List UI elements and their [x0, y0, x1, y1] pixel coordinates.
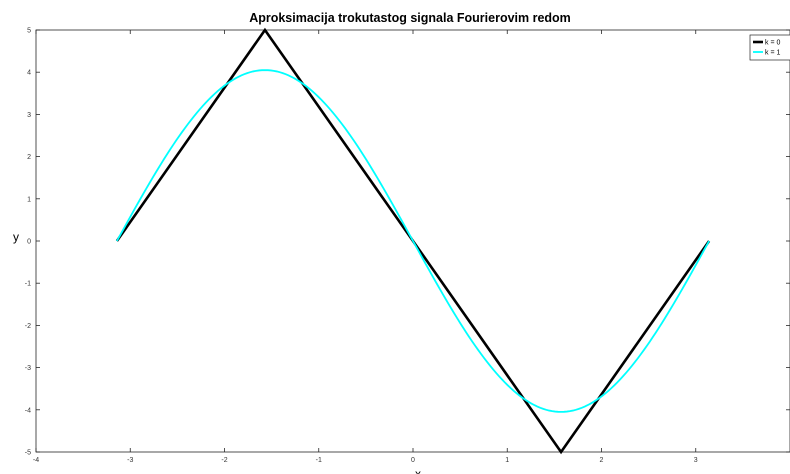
y-tick-label: 1	[27, 196, 31, 203]
legend-entry: k = 0	[765, 40, 780, 47]
legend-box	[749, 34, 790, 61]
x-tick-label: -2	[221, 457, 227, 464]
x-tick-label: 0	[411, 457, 415, 464]
y-tick-label: -4	[25, 407, 31, 414]
y-tick-label: 3	[27, 112, 31, 119]
x-tick-label: 2	[600, 457, 604, 464]
y-tick-label: -1	[25, 281, 31, 288]
y-tick-label: -5	[25, 450, 31, 457]
legend: k = 0 k = 1	[749, 34, 790, 61]
x-tick-label: -4	[33, 457, 39, 464]
x-tick-label: -3	[127, 457, 133, 464]
y-tick-label: 2	[27, 154, 31, 161]
y-tick-label: 4	[27, 70, 31, 77]
x-tick-label: 1	[505, 457, 509, 464]
series-line-1	[116, 69, 710, 413]
chart-title: Aproksimacija trokutastog signala Fourie…	[249, 11, 571, 25]
legend-entry: k = 1	[765, 50, 780, 57]
y-tick-label: -3	[25, 365, 31, 372]
x-tick-label: -1	[316, 457, 322, 464]
x-tick-label: 3	[694, 457, 698, 464]
y-axis-label: y	[13, 230, 19, 244]
y-tick-label: -2	[25, 323, 31, 330]
y-tick-label: 0	[27, 239, 31, 246]
y-tick-label: 5	[27, 28, 31, 35]
x-axis-label: x	[415, 467, 421, 474]
